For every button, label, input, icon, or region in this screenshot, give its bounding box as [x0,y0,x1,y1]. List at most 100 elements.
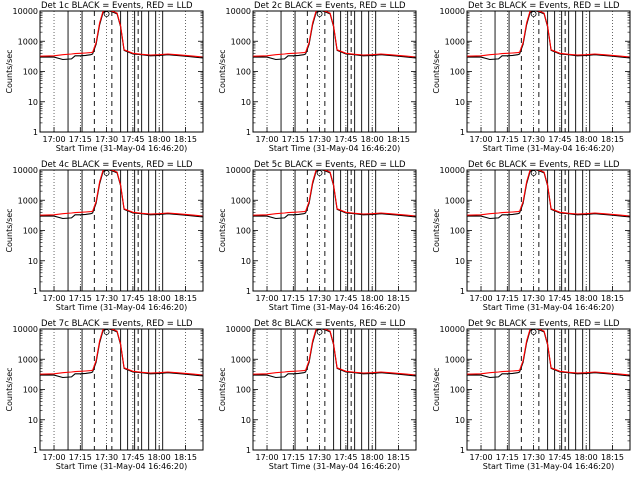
y-tick-label: 10 [241,416,251,425]
y-tick-label: 10000 [226,166,251,175]
chart-panel-3: Det 3c BLACK = Events, RED = LLD 1 10 100 10… [432,1,631,153]
x-axis-label: Start Time (31-May-04 16:46:20) [269,303,400,312]
x-tick-label: 18:00 [361,135,384,144]
x-tick-label: 17:15 [69,294,92,303]
x-tick-label: 17:45 [334,294,357,303]
plot-area [467,170,630,291]
y-tick-label: 1 [33,287,38,296]
x-tick-label: 17:45 [548,135,571,144]
x-tick-label: 17:00 [469,135,492,144]
y-tick-label: 1 [460,128,465,137]
y-tick-label: 10 [241,98,251,107]
x-tick-label: 18:15 [387,135,410,144]
series-line-events [467,11,630,61]
x-tick-label: 17:00 [255,294,278,303]
x-tick-label: 17:45 [334,453,357,462]
plot-area [40,170,203,291]
y-tick-label: 10 [241,257,251,266]
y-tick-label: 1 [460,287,465,296]
panel-title: Det 1c BLACK = Events, RED = LLD [41,1,193,11]
series-line-lld [467,329,630,376]
x-tick-label: 17:00 [255,453,278,462]
y-tick-label: 100 [23,386,38,395]
plot-area [253,329,416,450]
peak-marker [316,11,323,17]
x-tick-label: 17:30 [95,135,118,144]
x-tick-label: 17:00 [42,453,65,462]
panel-title: Det 8c BLACK = Events, RED = LLD [254,319,406,329]
series-line-events [40,329,203,379]
x-axis-label: Start Time (31-May-04 16:46:20) [483,144,614,153]
x-tick-label: 17:45 [334,135,357,144]
y-tick-label: 1 [246,128,251,137]
x-axis-label: Start Time (31-May-04 16:46:20) [483,462,614,471]
peak-marker [316,170,323,176]
series-line-lld [40,11,203,58]
x-tick-label: 18:00 [361,453,384,462]
y-axis-label: Counts/sec [5,49,14,93]
peak-marker [103,170,110,176]
peak-marker [316,329,323,335]
x-tick-label: 18:15 [601,294,624,303]
y-tick-label: 1000 [231,37,251,46]
x-axis-label: Start Time (31-May-04 16:46:20) [269,144,400,153]
y-tick-label: 100 [23,227,38,236]
x-tick-label: 17:15 [69,453,92,462]
x-axis-label: Start Time (31-May-04 16:46:20) [56,462,187,471]
y-tick-label: 1 [246,446,251,455]
y-axis-label: Counts/sec [432,49,441,93]
chart-panel-2: Det 2c BLACK = Events, RED = LLD 1 10 100 10… [218,1,417,153]
y-tick-label: 1 [246,287,251,296]
x-tick-label: 17:15 [496,294,519,303]
y-tick-label: 10 [455,416,465,425]
y-tick-label: 10000 [226,325,251,334]
x-tick-label: 17:45 [548,294,571,303]
y-tick-label: 10 [28,416,38,425]
peak-marker [530,11,537,17]
x-tick-label: 18:15 [601,453,624,462]
x-tick-label: 17:15 [69,135,92,144]
y-tick-label: 1 [33,446,38,455]
panel-title: Det 6c BLACK = Events, RED = LLD [468,160,620,170]
y-tick-label: 1000 [231,355,251,364]
x-tick-label: 17:45 [548,453,571,462]
y-tick-label: 10000 [440,7,465,16]
y-tick-label: 1000 [445,37,465,46]
y-axis-label: Counts/sec [5,367,14,411]
y-tick-label: 10000 [226,7,251,16]
x-tick-label: 17:00 [469,294,492,303]
y-tick-label: 10000 [13,166,38,175]
y-tick-label: 100 [236,227,251,236]
x-tick-label: 17:00 [255,135,278,144]
panel-title: Det 3c BLACK = Events, RED = LLD [468,1,620,11]
y-tick-label: 1000 [18,355,38,364]
x-tick-label: 17:30 [95,453,118,462]
series-line-events [253,329,416,379]
x-tick-label: 18:00 [575,135,598,144]
chart-panel-1: Det 1c BLACK = Events, RED = LLD 1 10 100 10… [5,1,204,153]
peak-marker [103,11,110,17]
x-tick-label: 17:00 [469,453,492,462]
y-tick-label: 10 [455,98,465,107]
x-tick-label: 17:45 [121,453,144,462]
series-line-lld [467,170,630,217]
x-tick-label: 18:00 [575,453,598,462]
series-line-events [467,329,630,379]
x-tick-label: 18:15 [174,294,197,303]
y-tick-label: 1000 [18,196,38,205]
chart-panel-7: Det 7c BLACK = Events, RED = LLD 1 10 100 10… [5,319,204,471]
y-tick-label: 1 [33,128,38,137]
x-tick-label: 17:45 [121,135,144,144]
peak-marker [530,170,537,176]
series-line-events [40,170,203,220]
x-tick-label: 17:30 [522,135,545,144]
x-axis-label: Start Time (31-May-04 16:46:20) [56,144,187,153]
y-tick-label: 10000 [13,7,38,16]
y-axis-label: Counts/sec [432,208,441,252]
y-tick-label: 100 [450,68,465,77]
x-axis-label: Start Time (31-May-04 16:46:20) [56,303,187,312]
plot-area [40,329,203,450]
series-line-lld [253,11,416,58]
chart-panel-6: Det 6c BLACK = Events, RED = LLD 1 10 100 10… [432,160,631,312]
series-line-lld [40,329,203,376]
